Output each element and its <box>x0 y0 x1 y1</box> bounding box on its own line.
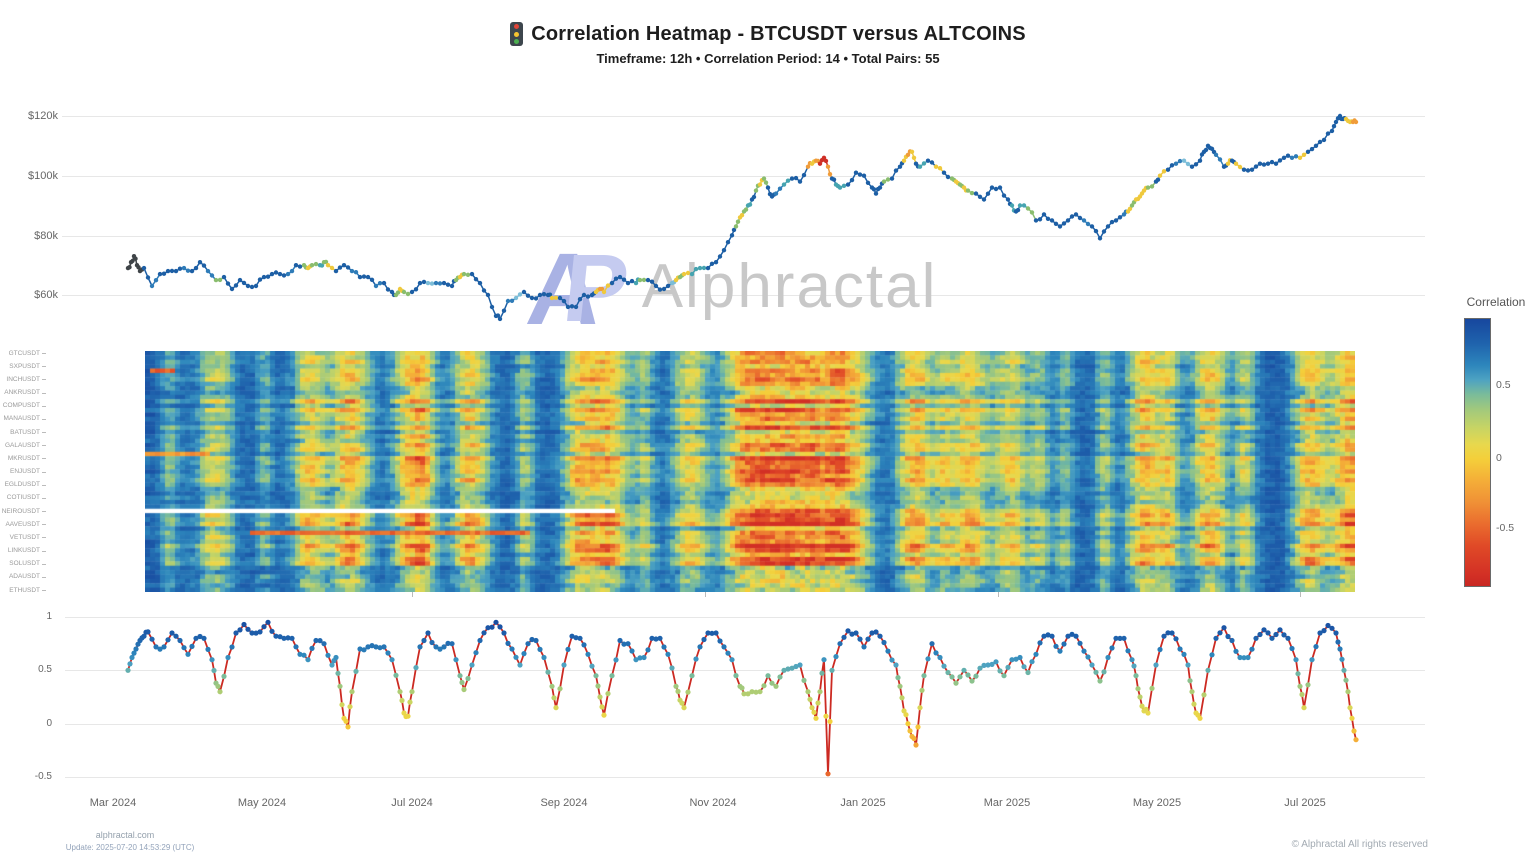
price-tick-label: $120k <box>28 110 58 122</box>
heatmap-row-label: GALAUSDT <box>4 441 40 449</box>
heatmap-row-label: COTIUSDT <box>6 494 40 502</box>
heatmap-row-label: MANAUSDT <box>3 415 40 423</box>
heatmap-row-tick <box>42 511 46 513</box>
heatmap-row-tick <box>42 471 46 473</box>
corr-tick-label: 0 <box>46 718 52 729</box>
heatmap-row-label: BATUSDT <box>10 428 40 436</box>
colorbar-tick-label: 0.5 <box>1496 379 1511 391</box>
heatmap-row-tick <box>42 458 46 460</box>
traffic-light-icon <box>510 22 524 46</box>
heatmap-x-tick <box>705 592 706 597</box>
price-tick-label: $60k <box>34 289 58 301</box>
heatmap-row-label: ADAUSDT <box>8 573 40 581</box>
corr-tick-label: 1 <box>46 611 52 622</box>
month-tick-label: Sep 2024 <box>540 797 588 809</box>
chart-header: Correlation Heatmap - BTCUSDT versus ALT… <box>0 22 1536 66</box>
gridline <box>65 777 1425 778</box>
heatmap-row-tick <box>42 590 46 592</box>
footer-update: Update: 2025-07-20 14:53:29 (UTC) <box>65 843 195 852</box>
colorbar <box>1464 318 1491 587</box>
heatmap-row-label: EGLDUSDT <box>4 481 40 489</box>
colorbar-tick-label: -0.5 <box>1496 522 1515 534</box>
price-tick-label: $80k <box>34 230 58 242</box>
heatmap-row-label: COMPUSDT <box>2 402 40 410</box>
heatmap-row-tick <box>42 432 46 434</box>
heatmap-row-tick <box>42 537 46 539</box>
heatmap-x-tick <box>412 592 413 597</box>
heatmap-row-label: ENJUSDT <box>10 468 40 476</box>
price-tick-label: $100k <box>28 170 58 182</box>
month-tick-label: May 2024 <box>237 797 287 809</box>
month-tick-label: Mar 2025 <box>983 797 1031 809</box>
gridline <box>62 295 1425 296</box>
price-plot-area[interactable] <box>62 100 1425 325</box>
heatmap-row-label: VETUSDT <box>9 533 40 541</box>
corr-tick-label: 0.5 <box>38 664 52 675</box>
heatmap-row-tick <box>42 405 46 407</box>
page-title: Correlation Heatmap - BTCUSDT versus ALT… <box>531 22 1026 45</box>
heatmap-row-tick <box>42 353 46 354</box>
heatmap-row-label: SXPUSDT <box>9 362 40 370</box>
heatmap-row-tick <box>42 445 46 447</box>
heatmap-row-tick <box>42 576 46 578</box>
heatmap-row-label: MKRUSDT <box>7 454 40 462</box>
heatmap-row-label: NEIROUSDT <box>1 507 40 515</box>
colorbar-title: Correlation <box>1466 295 1526 309</box>
heatmap-row-tick <box>42 563 46 565</box>
heatmap-row-tick <box>42 366 46 368</box>
month-tick-label: Jul 2024 <box>391 797 433 809</box>
gridline <box>62 236 1425 237</box>
month-tick-label: Jan 2025 <box>840 797 886 809</box>
heatmap-row-label: SOLUSDT <box>9 560 40 568</box>
heatmap-row-label: AAVEUSDT <box>5 520 40 528</box>
heatmap-x-tick <box>1300 592 1301 597</box>
heatmap-row-label: ANKRUSDT <box>4 389 40 396</box>
heatmap-canvas <box>145 351 1355 592</box>
month-tick-label: May 2025 <box>1132 797 1182 809</box>
heatmap-row-label: INCHUSDT <box>6 375 40 383</box>
heatmap-row-tick <box>42 484 46 486</box>
colorbar-tick-label: 0 <box>1496 452 1502 464</box>
heatmap-row-tick <box>42 550 46 552</box>
heatmap-row-tick <box>42 418 46 420</box>
footer-copyright: © Alphractal All rights reserved <box>1291 839 1428 850</box>
gridline <box>62 116 1425 117</box>
gridline <box>62 176 1425 177</box>
heatmap-row-label: ETHUSDT <box>9 586 40 594</box>
gridline <box>65 617 1425 618</box>
month-tick-label: Nov 2024 <box>689 797 737 809</box>
heatmap-row-label: LINKUSDT <box>7 547 40 555</box>
correlation-plot-area[interactable] <box>65 608 1425 790</box>
corr-tick-label: -0.5 <box>34 771 52 782</box>
heatmap-row-tick <box>42 524 46 526</box>
heatmap-x-tick <box>998 592 999 597</box>
heatmap-row-tick <box>42 392 46 394</box>
chart-subtitle: Timeframe: 12h • Correlation Period: 14 … <box>596 51 940 66</box>
heatmap-row-tick <box>42 379 46 381</box>
heatmap-row-tick <box>42 497 46 499</box>
footer-site: alphractal.com <box>95 830 155 840</box>
month-tick-label: Jul 2025 <box>1284 797 1326 809</box>
heatmap-row-label: GTCUSDT <box>8 349 40 357</box>
month-tick-label: Mar 2024 <box>89 797 137 809</box>
